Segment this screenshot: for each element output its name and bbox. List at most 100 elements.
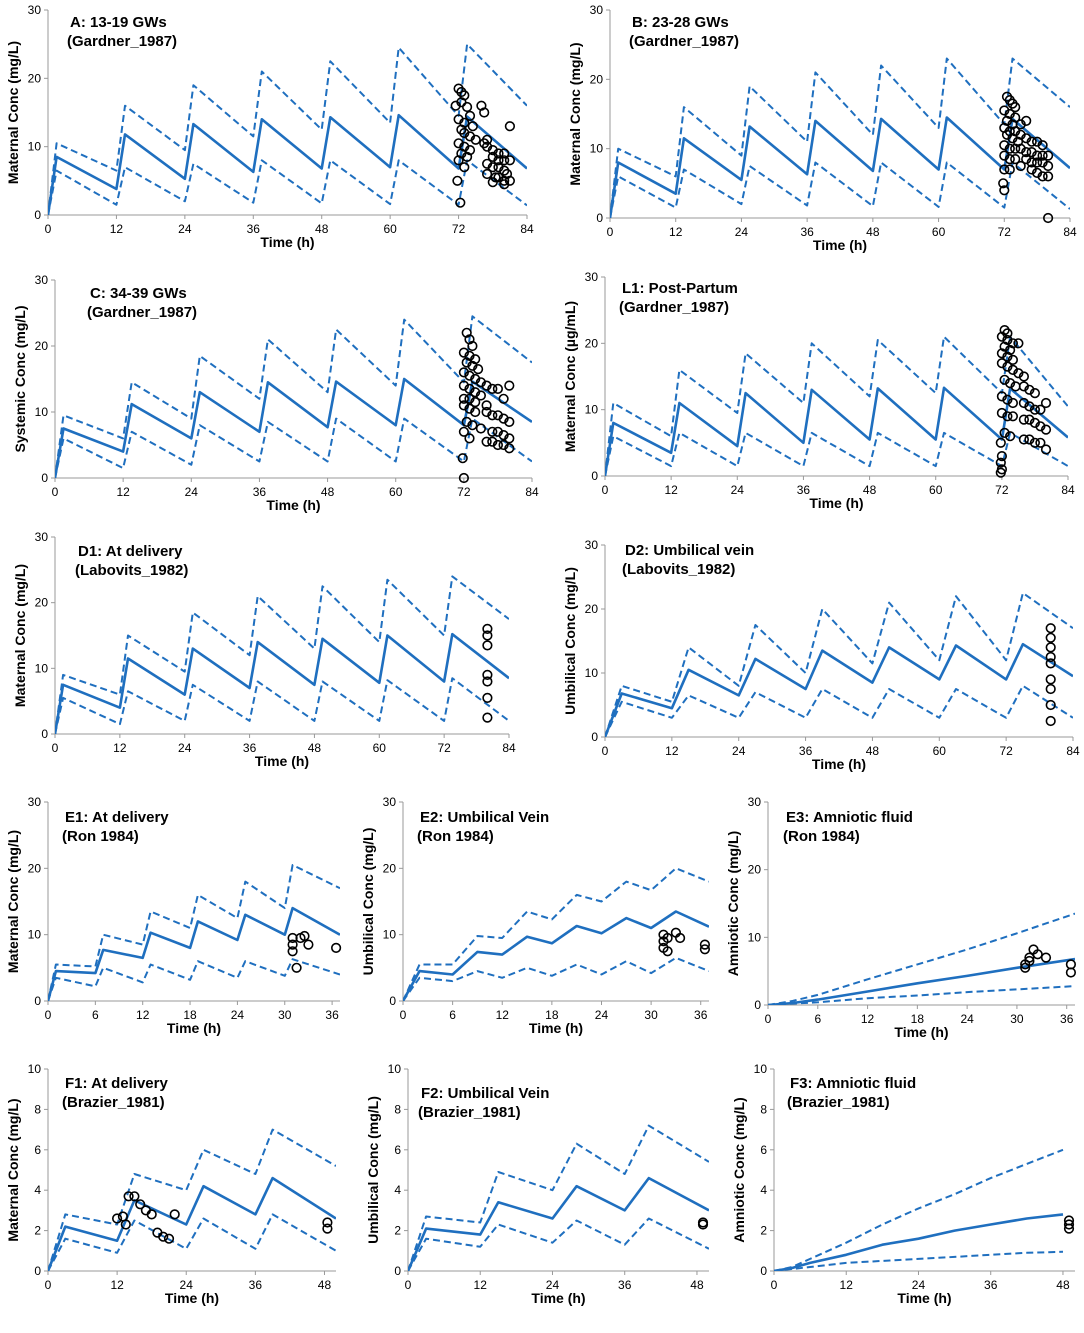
x-tick-label: 36 — [984, 1278, 998, 1292]
observed-point — [457, 453, 468, 464]
y-tick-label: 20 — [748, 863, 762, 877]
x-tick-label: 48 — [690, 1278, 704, 1292]
series-mean-line — [774, 1213, 1064, 1271]
x-tick-label: 60 — [933, 744, 947, 758]
series-lower-line — [48, 159, 527, 215]
x-tick-label: 48 — [321, 485, 335, 499]
observed-point — [470, 397, 481, 408]
observed-point — [995, 467, 1006, 478]
x-axis-label: Time (h) — [809, 495, 863, 511]
x-tick-label: 60 — [383, 222, 397, 236]
observed-point — [504, 416, 515, 428]
observed-point — [1045, 642, 1056, 653]
x-tick-label: 0 — [405, 1278, 412, 1292]
observed-point — [1045, 683, 1056, 695]
y-tick-label: 0 — [34, 208, 41, 222]
x-tick-label: 12 — [136, 1008, 150, 1022]
observed-point — [498, 430, 509, 441]
x-tick-label: 12 — [113, 741, 127, 755]
y-tick-label: 6 — [394, 1143, 401, 1157]
observed-point — [1037, 140, 1048, 151]
observed-point — [1024, 401, 1035, 412]
observed-point — [1004, 164, 1015, 175]
x-tick-label: 48 — [866, 744, 880, 758]
observed-point — [499, 148, 510, 159]
observed-point — [1045, 674, 1056, 685]
x-tick-label: 36 — [243, 741, 257, 755]
observed-point — [999, 164, 1010, 175]
x-tick-label: 6 — [92, 1008, 99, 1022]
observed-point — [1004, 154, 1015, 165]
x-axis-label: Time (h) — [165, 1290, 219, 1306]
observed-point — [1045, 699, 1056, 711]
y-tick-label: 10 — [28, 1062, 42, 1076]
observed-point — [123, 1191, 134, 1202]
observed-point — [303, 939, 314, 950]
x-tick-label: 12 — [110, 1278, 124, 1292]
y-axis-label: Amniotic Conc (mg/L) — [731, 1097, 747, 1242]
y-tick-label: 10 — [28, 140, 42, 154]
x-tick-label: 24 — [178, 741, 192, 755]
observed-point — [1042, 212, 1054, 224]
observed-point — [1063, 1219, 1075, 1230]
y-tick-label: 20 — [28, 861, 42, 875]
y-tick-label: 10 — [754, 1062, 768, 1076]
observed-point — [1007, 354, 1019, 366]
observed-point — [996, 391, 1008, 402]
series-mean-line — [605, 386, 1068, 476]
observed-point — [999, 427, 1010, 439]
observed-point — [464, 383, 475, 395]
observed-point — [467, 420, 478, 431]
observed-point — [479, 107, 490, 118]
observed-point — [1010, 143, 1021, 154]
observed-point — [674, 932, 686, 944]
y-tick-label: 4 — [760, 1183, 767, 1197]
y-axis-label: Amniotic Conc (mg/L) — [725, 831, 741, 976]
x-tick-label: 72 — [452, 222, 466, 236]
y-tick-label: 30 — [28, 795, 42, 809]
observed-point — [487, 410, 498, 421]
x-tick-label: 12 — [664, 483, 678, 497]
y-tick-label: 30 — [28, 3, 42, 17]
observed-point — [487, 177, 498, 188]
x-tick-label: 36 — [800, 225, 814, 239]
observed-point — [1035, 404, 1046, 415]
observed-point — [482, 676, 493, 687]
observed-point — [158, 1231, 169, 1242]
series-mean-line — [55, 632, 509, 734]
series-mean-line — [408, 1176, 709, 1271]
series-lower-line — [774, 1250, 1064, 1271]
observed-point — [1037, 171, 1048, 182]
x-tick-label: 48 — [1056, 1278, 1070, 1292]
panel-title-line: (Labovits_1982) — [622, 561, 735, 578]
x-axis-label: Time (h) — [897, 1290, 951, 1306]
observed-point — [1004, 378, 1016, 389]
series-mean-line — [605, 642, 1073, 737]
y-tick-label: 30 — [748, 795, 762, 809]
series-upper-line — [408, 1124, 709, 1271]
x-tick-label: 24 — [178, 222, 192, 236]
x-tick-label: 36 — [799, 744, 813, 758]
observed-point — [1024, 384, 1035, 395]
series-upper-line — [55, 575, 509, 734]
observed-point — [475, 377, 487, 388]
series-lower-line — [48, 1213, 336, 1271]
x-tick-label: 84 — [1066, 744, 1080, 758]
observed-point — [504, 380, 515, 391]
observed-point — [1004, 431, 1016, 442]
series-mean-line — [48, 113, 527, 215]
x-tick-label: 84 — [525, 485, 539, 499]
x-tick-label: 60 — [373, 741, 387, 755]
x-axis-label: Time (h) — [812, 756, 866, 772]
observed-point — [467, 340, 478, 352]
x-tick-label: 48 — [318, 1278, 332, 1292]
x-tick-label: 12 — [474, 1278, 488, 1292]
observed-point — [1024, 952, 1035, 963]
observed-point — [1042, 160, 1054, 172]
chart-panel-e1: 0 10 20 30 0 6 12 18 24 30 36 Time (h) Maternal Conc… — [5, 795, 342, 1036]
observed-point — [467, 121, 478, 132]
x-tick-label: 84 — [1061, 483, 1075, 497]
